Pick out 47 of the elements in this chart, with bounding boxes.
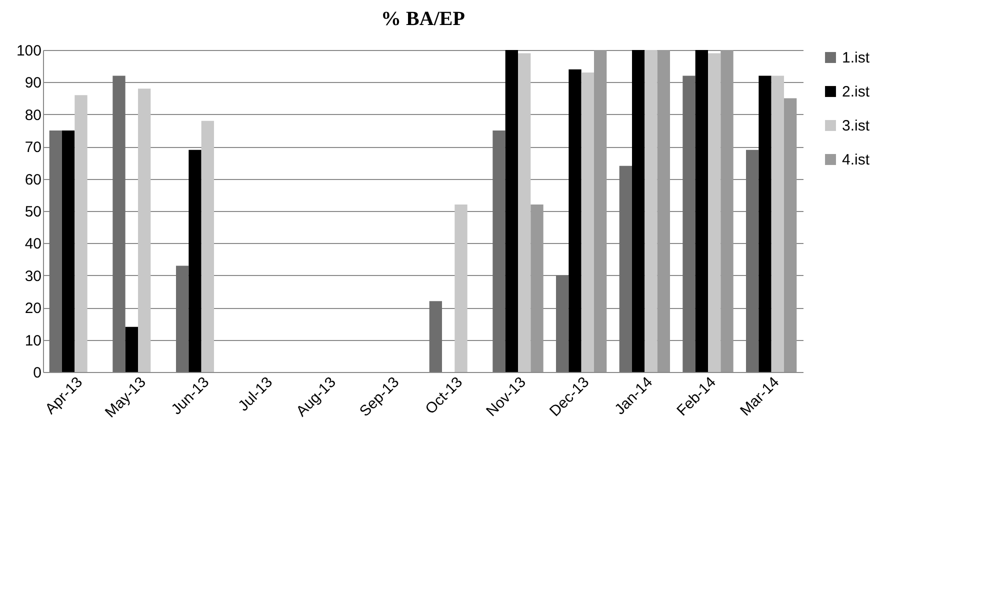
y-tick-label: 60 [24, 171, 42, 188]
y-tick-label: 70 [24, 139, 42, 156]
y-tick-label: 100 [16, 42, 42, 60]
bar [746, 150, 759, 372]
bar [581, 72, 594, 372]
y-tick-label: 0 [33, 364, 42, 382]
chart-title: % BA/EP [381, 8, 465, 30]
bar [505, 50, 518, 372]
bar [188, 150, 202, 372]
bar [176, 266, 189, 372]
bar [201, 120, 214, 372]
bar [125, 326, 138, 372]
bar [454, 204, 468, 372]
y-tick-label: 10 [24, 332, 42, 350]
bar [695, 50, 708, 372]
bar [784, 98, 797, 372]
bar [429, 301, 442, 372]
legend-label: 3.ist [842, 118, 870, 134]
bar [518, 53, 531, 372]
bar [758, 76, 772, 372]
bar [708, 53, 721, 372]
legend-label: 4.ist [842, 152, 870, 168]
y-tick-label: 30 [24, 268, 42, 285]
y-tick-label: 80 [24, 106, 42, 124]
y-tick-label: 20 [24, 300, 42, 318]
bar [619, 166, 632, 372]
bar [682, 76, 696, 372]
bar [771, 76, 784, 372]
bar [49, 130, 62, 372]
bar [112, 76, 126, 372]
y-tick-label: 40 [24, 236, 42, 253]
y-tick-label: 90 [24, 74, 42, 92]
bar [556, 275, 569, 372]
legend-label: 2.ist [842, 84, 870, 100]
bar [62, 130, 75, 372]
bar [568, 69, 582, 372]
bar [657, 50, 670, 372]
bar [720, 50, 734, 372]
y-tick-label: 50 [24, 204, 42, 220]
bar [632, 50, 645, 372]
bar [492, 130, 506, 372]
bar [74, 95, 88, 372]
legend-label: 1.ist [842, 50, 870, 66]
bar [138, 88, 151, 372]
bar [530, 204, 544, 372]
bar [644, 50, 658, 372]
bar [594, 50, 607, 372]
